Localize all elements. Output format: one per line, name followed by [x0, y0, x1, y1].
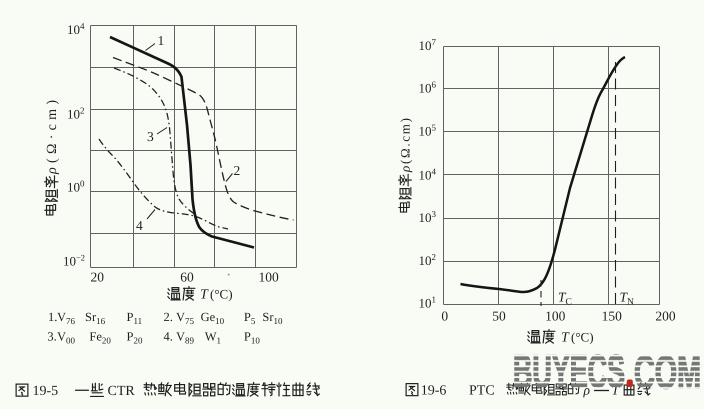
- svg-text:200: 200: [655, 309, 676, 324]
- svg-text:100: 100: [258, 270, 279, 285]
- svg-text:(°C): (°C): [571, 330, 594, 345]
- svg-text:19-5: 19-5: [33, 384, 59, 399]
- svg-text:20: 20: [91, 270, 105, 285]
- svg-text:150: 150: [602, 309, 623, 324]
- svg-text:CTR: CTR: [108, 384, 136, 399]
- svg-text:1: 1: [158, 33, 165, 48]
- svg-text:T: T: [612, 383, 621, 398]
- svg-text:ρ(Ω·cm): ρ(Ω·cm): [45, 96, 60, 175]
- svg-text:T: T: [561, 331, 570, 346]
- svg-text:BUYECS: BUYECS: [513, 345, 625, 397]
- svg-text:COM: COM: [634, 346, 701, 398]
- svg-text:3.: 3.: [47, 330, 56, 344]
- svg-text:4.: 4.: [164, 330, 173, 344]
- svg-text:T: T: [200, 288, 209, 303]
- svg-text:P5: P5: [244, 310, 256, 326]
- svg-text:19-6: 19-6: [421, 384, 447, 399]
- svg-text:100: 100: [545, 309, 566, 324]
- svg-text:(°C): (°C): [210, 287, 233, 302]
- svg-text:PTC: PTC: [469, 384, 495, 399]
- svg-text:1.: 1.: [48, 310, 57, 324]
- svg-text:2: 2: [234, 163, 241, 178]
- svg-text:4: 4: [136, 218, 143, 233]
- svg-text:2.: 2.: [164, 310, 173, 324]
- svg-text:TN: TN: [620, 290, 635, 308]
- svg-text:50: 50: [492, 309, 506, 324]
- svg-text:60: 60: [180, 270, 194, 285]
- svg-text:TC: TC: [558, 290, 572, 308]
- svg-text:0: 0: [441, 309, 448, 324]
- svg-text:ρ: ρ: [583, 383, 591, 398]
- svg-text:3: 3: [147, 129, 154, 144]
- svg-text:ρ(Ω.cm): ρ(Ω.cm): [398, 116, 413, 173]
